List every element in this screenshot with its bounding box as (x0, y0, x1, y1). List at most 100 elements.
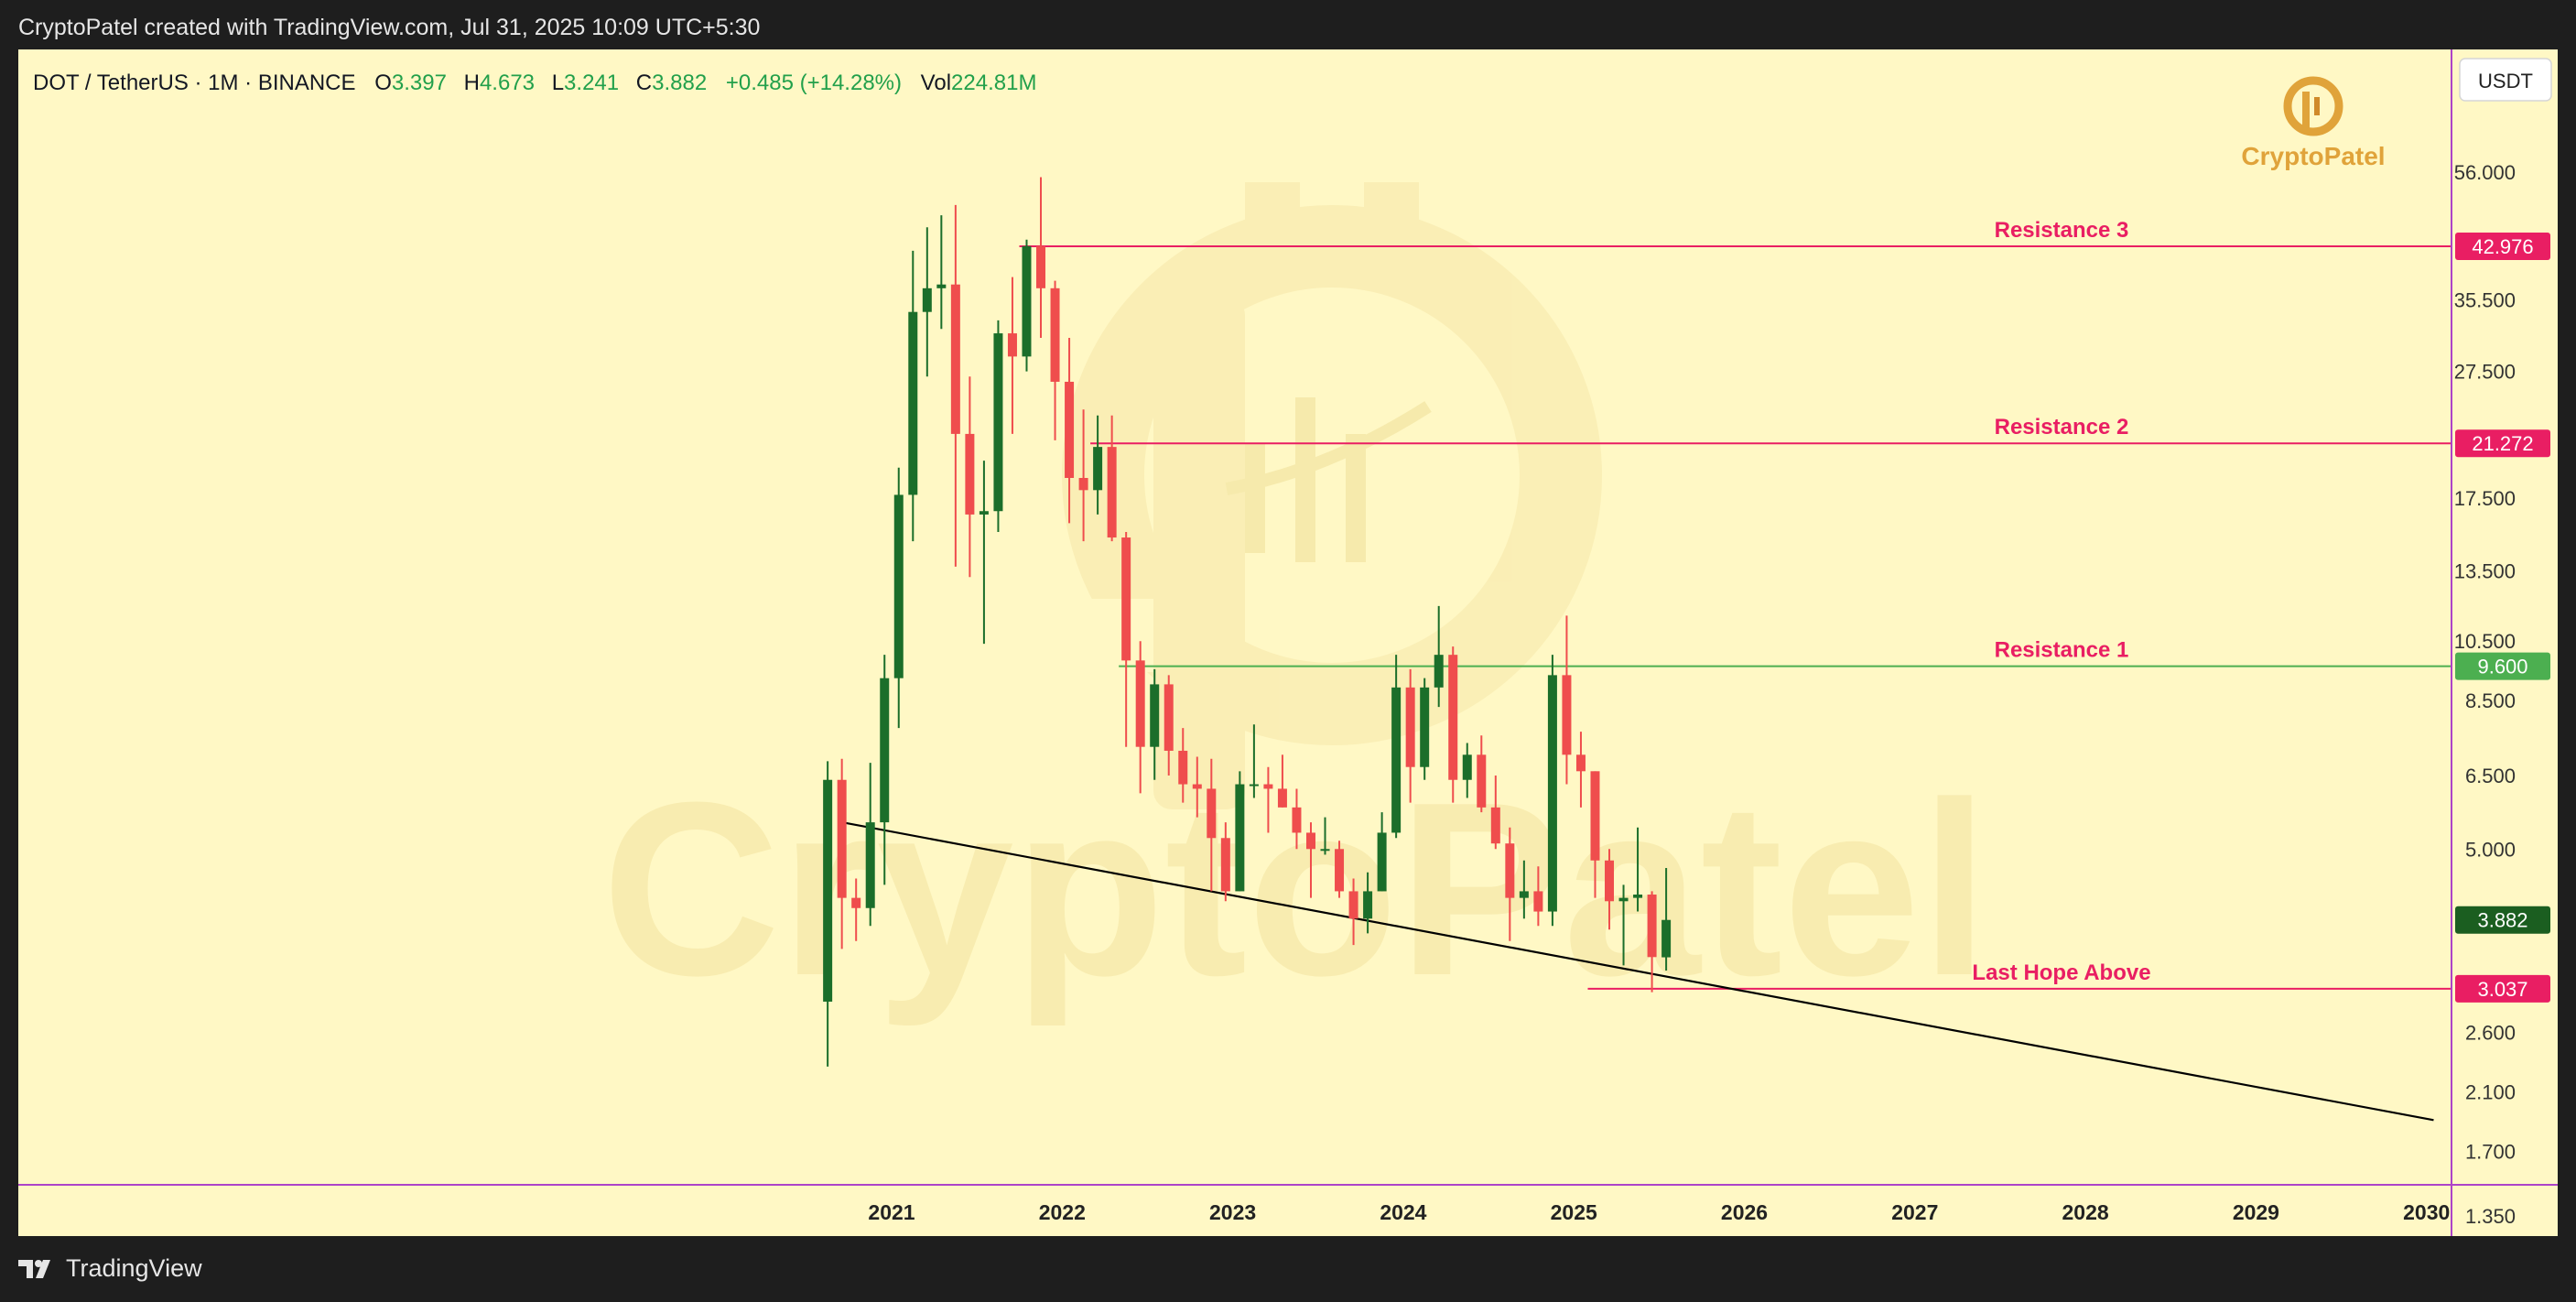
candle-body (993, 333, 1003, 512)
symbol-label: DOT / TetherUS · 1M · BINANCE (33, 71, 356, 95)
candle[interactable] (1121, 532, 1131, 747)
candle-body (908, 311, 918, 495)
candle[interactable] (1348, 878, 1358, 946)
candle[interactable] (1562, 615, 1572, 785)
candle[interactable] (1363, 872, 1373, 934)
candle-body (1505, 843, 1515, 898)
candle[interactable] (1249, 724, 1259, 798)
candle[interactable] (1150, 668, 1160, 780)
candle[interactable] (1093, 415, 1103, 515)
tradingview-logo[interactable]: TradingView (18, 1254, 202, 1283)
candle[interactable] (993, 320, 1003, 533)
candle[interactable] (1178, 728, 1188, 803)
candle[interactable] (893, 467, 904, 729)
candle[interactable] (851, 878, 861, 941)
candle[interactable] (1065, 337, 1075, 524)
candle[interactable] (950, 204, 960, 567)
candle[interactable] (837, 758, 847, 949)
candle[interactable] (1277, 754, 1287, 808)
candle[interactable] (1477, 735, 1487, 813)
candle[interactable] (1661, 867, 1672, 971)
candle[interactable] (1220, 822, 1230, 902)
candle-body (865, 822, 875, 908)
candle[interactable] (1320, 817, 1330, 855)
candle[interactable] (1605, 849, 1615, 930)
candle-body (1007, 333, 1017, 357)
candle[interactable] (965, 376, 975, 578)
candle[interactable] (1490, 775, 1500, 850)
candle[interactable] (1192, 756, 1202, 818)
candle[interactable] (1078, 409, 1088, 542)
candle[interactable] (1590, 771, 1600, 898)
candle-body (1533, 891, 1543, 912)
candle[interactable] (922, 227, 932, 377)
candle[interactable] (1434, 605, 1444, 708)
candle-body (1434, 655, 1444, 688)
candle-body (837, 779, 847, 898)
candle[interactable] (823, 761, 833, 1067)
candle[interactable] (1050, 280, 1060, 440)
candle[interactable] (1235, 771, 1245, 892)
level-label: Resistance 2 (1995, 415, 2129, 439)
candle[interactable] (908, 250, 918, 542)
candle-body (1547, 675, 1557, 912)
level-label: Last Hope Above (1972, 960, 2150, 985)
candle[interactable] (1107, 415, 1117, 542)
price-tick-label: 6.500 (2465, 765, 2516, 787)
candle[interactable] (1263, 766, 1273, 833)
candle-body (1562, 675, 1572, 755)
candle-body (1065, 381, 1075, 478)
candle[interactable] (1007, 277, 1017, 434)
candle-body (1220, 838, 1230, 892)
candle[interactable] (1405, 668, 1415, 803)
candle[interactable] (1519, 860, 1529, 919)
candle[interactable] (1647, 891, 1657, 993)
attribution-bar: CryptoPatel created with TradingView.com… (0, 0, 2576, 49)
candle-body (1405, 687, 1415, 767)
volume-value: 224.81M (951, 71, 1036, 95)
candle[interactable] (1462, 743, 1472, 798)
price-tick-label: 8.500 (2465, 689, 2516, 712)
candle[interactable] (880, 655, 890, 885)
candle[interactable] (1633, 827, 1643, 912)
candle-body (1235, 784, 1245, 892)
candle[interactable] (1335, 841, 1345, 898)
candle[interactable] (979, 461, 989, 645)
price-chart[interactable]: CryptoPatel Resistance 3 Resistance 2 Resi… (18, 49, 2558, 1236)
candle-body (1377, 832, 1387, 892)
candle-body (1448, 655, 1458, 780)
candle-body (979, 511, 989, 515)
candle[interactable] (1036, 177, 1046, 338)
candle-body (1477, 754, 1487, 808)
candle[interactable] (1022, 239, 1032, 372)
candle[interactable] (1207, 758, 1217, 892)
footer-bar: TradingView (0, 1236, 2576, 1302)
candle[interactable] (1448, 646, 1458, 803)
candle-body (1618, 897, 1629, 902)
candle[interactable] (1377, 812, 1387, 892)
candle[interactable] (865, 763, 875, 927)
candle[interactable] (1292, 788, 1302, 850)
candle[interactable] (1135, 641, 1145, 794)
candle-body (1305, 832, 1315, 850)
candle[interactable] (1391, 655, 1402, 839)
candle[interactable] (1547, 655, 1557, 927)
candle-body (950, 284, 960, 434)
support-trendline[interactable] (841, 821, 2434, 1122)
candle[interactable] (1533, 866, 1543, 927)
candle[interactable] (1420, 678, 1430, 780)
candle[interactable] (1164, 675, 1174, 776)
candle-body (823, 779, 833, 1002)
price-tick-label: 13.500 (2454, 559, 2516, 582)
tradingview-logo-icon (18, 1259, 50, 1278)
attribution-text: CryptoPatel created with TradingView.com… (18, 15, 761, 40)
candle[interactable] (1505, 827, 1515, 941)
candle[interactable] (936, 215, 947, 330)
time-tick-label: 2029 (2233, 1200, 2279, 1224)
currency-button[interactable]: USDT (2459, 58, 2552, 102)
candle-body (1135, 660, 1145, 747)
candle[interactable] (1575, 732, 1586, 808)
candle[interactable] (1305, 822, 1315, 898)
chart-area[interactable]: CryptoPatel Resistance 3 Resistance 2 Resi… (18, 49, 2558, 1236)
candle[interactable] (1618, 884, 1629, 966)
